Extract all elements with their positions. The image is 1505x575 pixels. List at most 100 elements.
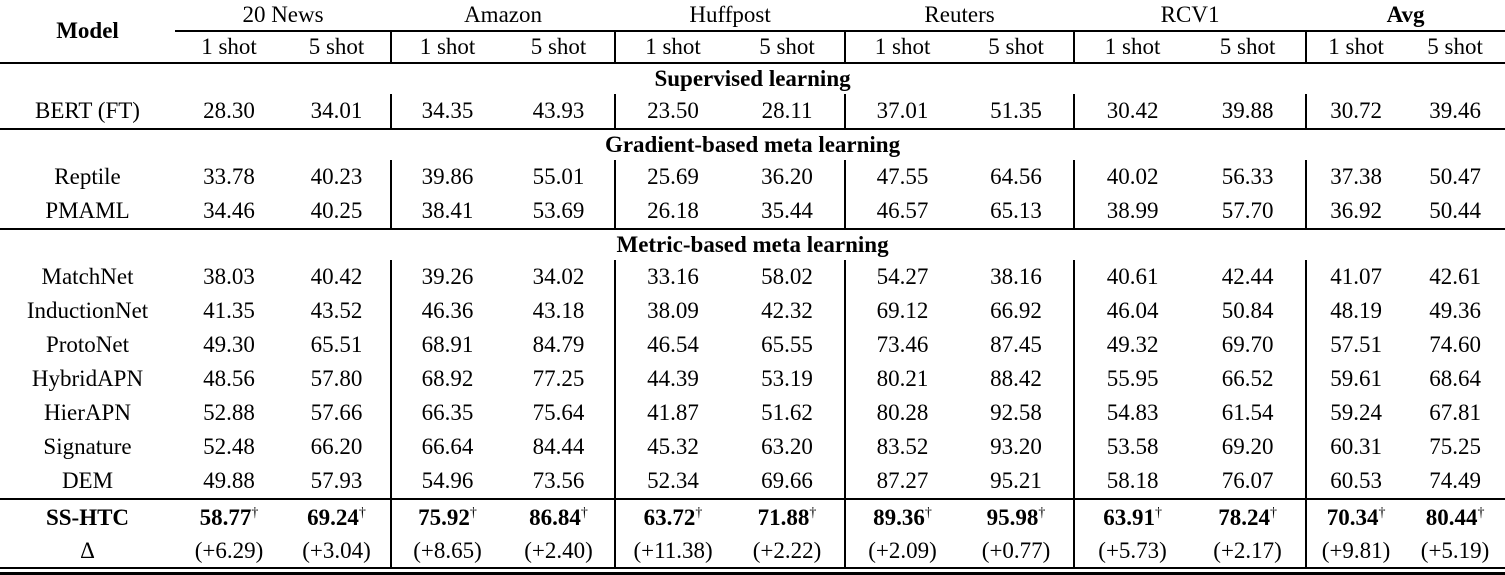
highlight-value: 95.98: [986, 504, 1039, 530]
value-cell: 41.35: [203, 298, 255, 323]
value-cell: 60.31: [1305, 430, 1406, 464]
shot-header-row: 1 shot 5 shot 1 shot 5 shot 1 shot 5 sho…: [0, 31, 1505, 64]
value-cell: 95.98†: [959, 498, 1075, 535]
value-cell: 59.24: [1305, 396, 1406, 430]
table-row-dem: DEM 49.88 57.93 54.96 73.56 52.34 69.66 …: [0, 464, 1505, 499]
value-cell: 51.35: [990, 98, 1042, 123]
value-cell: 49.88: [203, 468, 255, 493]
value-cell: 52.48: [203, 434, 255, 459]
value-cell: 50.44: [1429, 198, 1481, 223]
value-cell: 66.64: [390, 430, 504, 464]
dagger-mark: †: [1269, 504, 1277, 520]
value-cell: 70.34†: [1305, 498, 1406, 535]
value-cell: 73.46: [844, 328, 960, 362]
value-cell: 84.44: [532, 434, 585, 459]
value-cell: 67.81: [1429, 400, 1481, 425]
value-cell: 52.88: [203, 400, 255, 425]
group-header-20news: 20 News: [175, 0, 392, 32]
highlight-value: 70.34: [1326, 504, 1379, 530]
model-name-cell: InductionNet: [26, 298, 149, 323]
value-cell: 69.70: [1221, 332, 1274, 357]
shot-header: 5 shot: [1405, 31, 1505, 64]
value-cell: 30.72: [1305, 94, 1406, 129]
value-cell: 51.62: [761, 400, 813, 425]
value-cell: 95.21: [990, 468, 1042, 493]
value-cell: 40.61: [1073, 260, 1191, 294]
value-cell: 33.16: [614, 260, 731, 294]
value-cell: (+2.17): [1190, 535, 1307, 569]
shot-header: 1 shot: [390, 31, 504, 64]
value-cell: 47.55: [844, 160, 960, 194]
value-cell: 66.20: [310, 434, 363, 459]
value-cell: 65.51: [310, 332, 363, 357]
highlight-value: 69.24: [307, 504, 359, 530]
section-header-row: Supervised learning: [0, 63, 1505, 94]
shot-header: 5 shot: [283, 31, 392, 64]
value-cell: 38.16: [990, 264, 1042, 289]
value-cell: (+6.29): [175, 535, 283, 569]
value-cell: 39.88: [1221, 98, 1274, 123]
value-cell: 66.35: [390, 396, 504, 430]
value-cell: 54.96: [390, 464, 504, 499]
value-cell: 46.57: [844, 194, 960, 229]
value-cell: 39.26: [390, 260, 504, 294]
value-cell: 39.86: [390, 160, 504, 194]
value-cell: (+2.40): [503, 535, 616, 569]
value-cell: 48.56: [203, 366, 255, 391]
value-cell: 41.87: [614, 396, 731, 430]
value-cell: 75.64: [532, 400, 585, 425]
value-cell: 68.91: [390, 328, 504, 362]
model-name-cell: Signature: [43, 434, 132, 459]
value-cell: 42.44: [1221, 264, 1274, 289]
value-cell: 41.07: [1305, 260, 1406, 294]
group-header-avg: Avg: [1306, 0, 1505, 32]
value-cell: 66.92: [990, 298, 1042, 323]
model-name-cell: HybridAPN: [31, 366, 144, 391]
highlight-value: 58.77: [199, 504, 252, 530]
value-cell: 43.93: [532, 98, 585, 123]
value-cell: 43.52: [310, 298, 363, 323]
value-cell: 40.02: [1073, 160, 1191, 194]
shot-header: 1 shot: [1305, 31, 1406, 64]
value-cell: 69.12: [844, 294, 960, 328]
value-cell: 25.69: [614, 160, 731, 194]
value-cell: 80.21: [844, 362, 960, 396]
value-cell: 30.42: [1073, 94, 1191, 129]
value-cell: 88.42: [990, 366, 1042, 391]
value-cell: 84.79: [532, 332, 585, 357]
value-cell: 63.91†: [1073, 498, 1191, 535]
value-cell: 26.18: [614, 194, 731, 229]
value-cell: 57.66: [310, 400, 363, 425]
value-cell: 33.78: [203, 164, 255, 189]
value-cell: 49.36: [1429, 298, 1481, 323]
value-cell: 69.66: [761, 468, 813, 493]
value-cell: 45.32: [614, 430, 731, 464]
value-cell: 55.01: [532, 164, 585, 189]
section-header-row: Metric-based meta learning: [0, 228, 1505, 260]
value-cell: 53.69: [532, 198, 585, 223]
dagger-mark: †: [809, 504, 817, 520]
value-cell: 60.53: [1305, 464, 1406, 499]
value-cell: 75.25: [1429, 434, 1481, 459]
value-cell: 38.03: [203, 264, 255, 289]
shot-header: 1 shot: [614, 31, 731, 64]
value-cell: (+2.09): [844, 535, 960, 569]
dataset-header-row: Model 20 News Amazon Huffpost Reuters RC…: [0, 0, 1505, 64]
value-cell: 48.19: [1305, 294, 1406, 328]
value-cell: 44.39: [614, 362, 731, 396]
model-column-header: Model: [0, 0, 175, 64]
group-header-reuters: Reuters: [845, 0, 1075, 32]
value-cell: 35.44: [761, 198, 813, 223]
value-cell: 83.52: [844, 430, 960, 464]
value-cell: (+8.65): [390, 535, 504, 569]
table-row-hierapn: HierAPN 52.88 57.66 66.35 75.64 41.87 51…: [0, 396, 1505, 430]
section-title-supervised: Supervised learning: [654, 66, 851, 91]
value-cell: 93.20: [990, 434, 1042, 459]
value-cell: 40.42: [310, 264, 363, 289]
highlight-value: 63.72: [643, 504, 696, 530]
dagger-mark: †: [1378, 504, 1386, 520]
value-cell: 69.20: [1221, 434, 1274, 459]
value-cell: 36.20: [761, 164, 813, 189]
value-cell: 75.92†: [390, 498, 504, 535]
